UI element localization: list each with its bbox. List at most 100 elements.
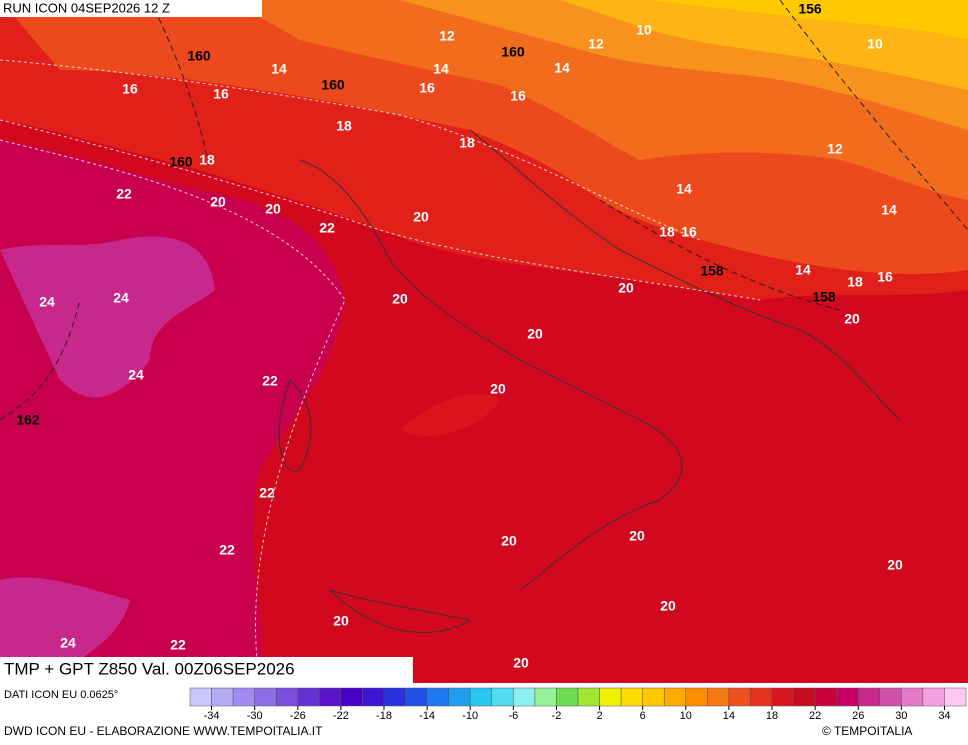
colorbar-swatch bbox=[750, 687, 773, 707]
isotherm bbox=[0, 59, 701, 241]
isotherm-label: 20 bbox=[660, 598, 676, 614]
colorbar-tick-label: -30 bbox=[247, 710, 263, 722]
isotherm-label: 14 bbox=[795, 262, 811, 278]
colorbar-swatch bbox=[491, 687, 514, 707]
zone-8 bbox=[650, 0, 968, 40]
colorbar-swatch bbox=[232, 687, 255, 707]
colorbar-swatch bbox=[599, 687, 622, 707]
colorbar-swatch bbox=[922, 687, 945, 707]
colorbar-tick-label: 26 bbox=[852, 710, 864, 722]
coastline bbox=[299, 159, 683, 591]
colorbar-tick-label: -6 bbox=[508, 710, 518, 722]
colorbar-swatch bbox=[319, 687, 342, 707]
map-title: TMP + GPT Z850 Val. 00Z06SEP2026 bbox=[4, 659, 295, 678]
zone-24 bbox=[0, 236, 215, 398]
isotherm-label: 22 bbox=[170, 637, 186, 653]
isotherm-label: 20 bbox=[210, 194, 226, 210]
colorbar-swatch bbox=[534, 687, 557, 707]
isotherm-label: 12 bbox=[588, 36, 604, 52]
isotherm-label: 16 bbox=[510, 88, 526, 104]
colorbar-tick-label: -14 bbox=[419, 710, 435, 722]
colorbar-swatch bbox=[814, 687, 837, 707]
coastline bbox=[469, 129, 901, 421]
isotherm-label: 16 bbox=[213, 86, 229, 102]
colorbar-tick-label: 34 bbox=[938, 710, 950, 722]
source-label: DATI ICON EU 0.0625° bbox=[4, 689, 118, 701]
colorbar-swatch bbox=[426, 687, 449, 707]
isotherm-label: 20 bbox=[618, 280, 634, 296]
isotherm-label: 20 bbox=[490, 381, 506, 397]
isotherm-label: 22 bbox=[219, 542, 235, 558]
isoheight-label: 160 bbox=[321, 77, 345, 93]
isoheights bbox=[0, 0, 968, 421]
isotherm-label: 20 bbox=[392, 291, 408, 307]
isotherm-label: 16 bbox=[419, 80, 435, 96]
isotherm bbox=[0, 139, 346, 684]
colorbar-swatch bbox=[469, 687, 493, 707]
header-box bbox=[0, 0, 262, 17]
colorbar-swatch bbox=[663, 687, 687, 707]
colorbar-swatch bbox=[685, 687, 708, 707]
colorbar-swatch bbox=[901, 687, 924, 707]
isotherm-label: 20 bbox=[844, 311, 860, 327]
isotherm-label: 12 bbox=[827, 141, 843, 157]
colorbar-swatch bbox=[556, 687, 579, 707]
isotherm-label: 24 bbox=[128, 367, 144, 383]
isotherm-label: 18 bbox=[459, 135, 475, 151]
colorbar-swatch bbox=[189, 687, 212, 707]
isotherm-label: 14 bbox=[433, 61, 449, 77]
credit-label: DWD ICON EU - ELABORAZIONE WWW.TEMPOITAL… bbox=[4, 724, 323, 738]
colorbar-tick-label: -22 bbox=[333, 710, 349, 722]
colorbar-tick-label: 22 bbox=[809, 710, 821, 722]
colorbar-tick-label: -34 bbox=[204, 710, 220, 722]
colorbar: -34 -30 -26 -22 -18 -14 -10 -6 -2 2 6 10 14 18 22 26 30 3… bbox=[189, 687, 967, 722]
colorbar-tick-label: 2 bbox=[596, 710, 602, 722]
isotherms bbox=[0, 59, 761, 684]
colorbar-tick-label: 14 bbox=[723, 710, 735, 722]
colorbar-swatch bbox=[275, 687, 299, 707]
isotherm-label: 20 bbox=[629, 528, 645, 544]
isotherm-label: 16 bbox=[122, 81, 138, 97]
colorbar-swatch bbox=[448, 687, 471, 707]
coastline bbox=[329, 589, 472, 633]
coastline bbox=[278, 379, 312, 472]
colorbar-tick-label: 30 bbox=[895, 710, 907, 722]
isotherm-label: 20 bbox=[333, 613, 349, 629]
colorbar-tick-label: -10 bbox=[462, 710, 478, 722]
colorbar-swatch bbox=[944, 687, 967, 707]
isoheight-label: 160 bbox=[501, 44, 525, 60]
isotherm-label: 20 bbox=[513, 655, 529, 671]
colorbar-swatch bbox=[340, 687, 363, 707]
colorbar-swatch bbox=[254, 687, 277, 707]
colorbar-tick-label: -2 bbox=[552, 710, 562, 722]
colorbar-swatch bbox=[297, 687, 320, 707]
colorbar-tick-label: 18 bbox=[766, 710, 778, 722]
colorbar-tick-label: -26 bbox=[290, 710, 306, 722]
isotherm-label: 16 bbox=[877, 269, 893, 285]
colorbar-swatch bbox=[362, 687, 385, 707]
colorbar-tick-label: 6 bbox=[640, 710, 646, 722]
isotherm-label: 18 bbox=[847, 274, 863, 290]
copyright-label: © TEMPOITALIA bbox=[822, 724, 912, 738]
colorbar-swatch bbox=[513, 687, 536, 707]
isoheight-label: 156 bbox=[798, 1, 822, 17]
isotherm-label: 22 bbox=[262, 373, 278, 389]
run-label: RUN ICON 04SEP2026 12 Z bbox=[3, 0, 170, 15]
colorbar-tick-label: 10 bbox=[680, 710, 692, 722]
isotherm-label: 20 bbox=[413, 209, 429, 225]
isotherm-label: 24 bbox=[60, 635, 76, 651]
colorbar-swatch bbox=[771, 687, 794, 707]
isotherm-label: 20 bbox=[265, 201, 281, 217]
coastlines bbox=[278, 129, 901, 633]
colorbar-swatch bbox=[707, 687, 730, 707]
isotherm-label: 18 bbox=[336, 118, 352, 134]
isoheight bbox=[0, 299, 81, 421]
isotherm-label: 16 bbox=[681, 224, 697, 240]
isoheight-label: 160 bbox=[187, 48, 211, 64]
isoheight-label: 158 bbox=[700, 263, 724, 279]
isotherm-label: 10 bbox=[867, 36, 883, 52]
colorbar-swatch bbox=[728, 687, 751, 707]
isoheight-label: 162 bbox=[16, 412, 40, 428]
isoheight-label: 158 bbox=[812, 289, 836, 305]
